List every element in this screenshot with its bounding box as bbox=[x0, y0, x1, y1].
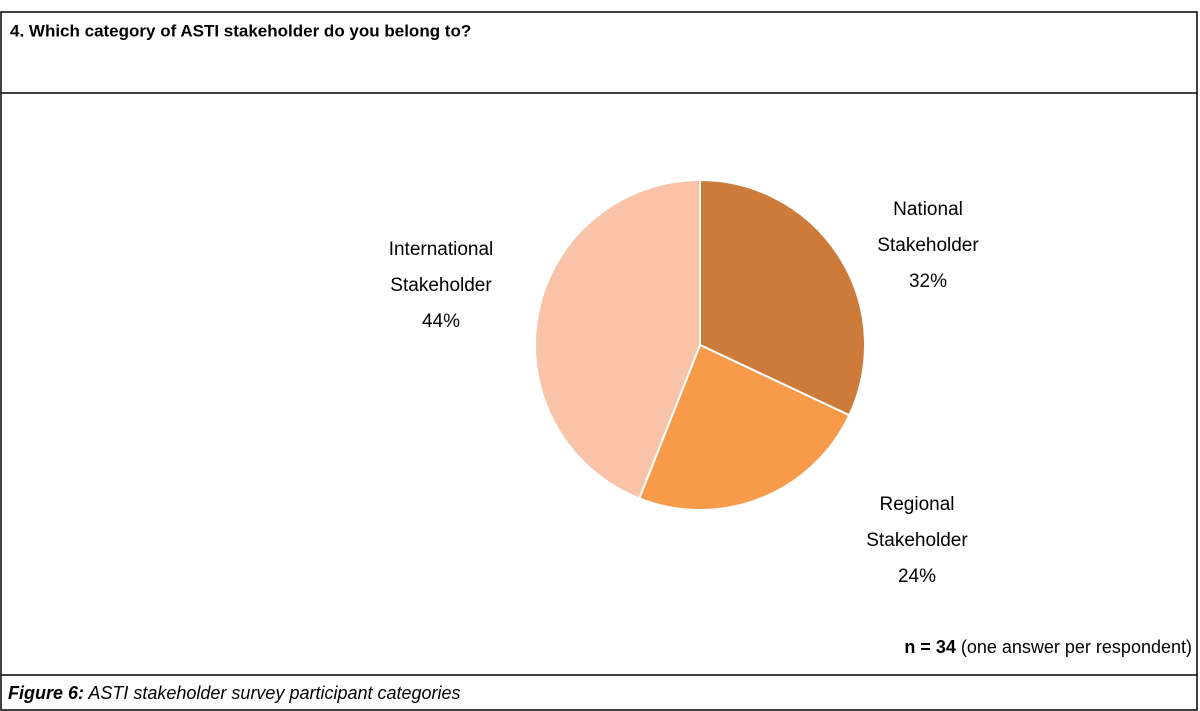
pie-slice bbox=[637, 343, 851, 511]
caption-bold: Figure 6: bbox=[8, 683, 84, 703]
slice-label: Regional Stakeholder bbox=[866, 494, 968, 551]
caption: Figure 6: ASTI stakeholder survey partic… bbox=[8, 683, 461, 703]
frame bbox=[0, 11, 1198, 711]
note: n = 34 (one answer per respondent) bbox=[904, 637, 1192, 657]
pie-slice bbox=[534, 178, 701, 500]
slice-label: International Stakeholder bbox=[389, 239, 494, 296]
caption-text: ASTI stakeholder survey participant cate… bbox=[87, 683, 460, 703]
value-label: 44% bbox=[422, 311, 460, 332]
value-label: 24% bbox=[898, 566, 936, 587]
slice-label: National Stakeholder bbox=[877, 199, 979, 256]
value-label: 32% bbox=[909, 271, 947, 292]
chart-title: 4. Which category of ASTI stakeholder do… bbox=[10, 21, 471, 40]
note-text: (one answer per respondent) bbox=[961, 637, 1192, 657]
pie-slice bbox=[699, 178, 866, 417]
note-bold: n = 34 bbox=[904, 637, 956, 657]
